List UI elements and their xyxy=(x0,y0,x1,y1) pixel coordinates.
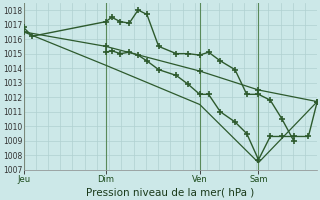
X-axis label: Pression niveau de la mer( hPa ): Pression niveau de la mer( hPa ) xyxy=(86,187,254,197)
